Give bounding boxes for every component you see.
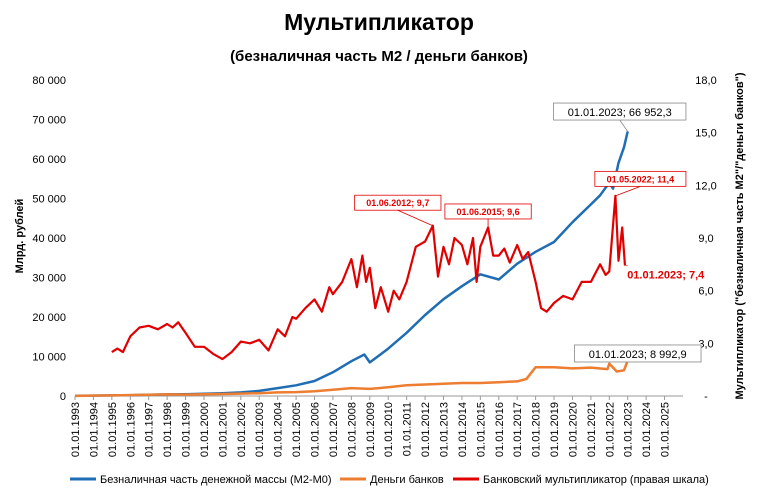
y2-tick-label: 15,0 xyxy=(695,128,716,140)
series-line-multiplier xyxy=(111,194,628,361)
x-tick-label: 01.01.1993 xyxy=(70,402,82,457)
chart-title: Мультипликатор xyxy=(284,9,474,35)
y-tick-label: 20 000 xyxy=(32,312,66,324)
x-tick-label: 01.01.1997 xyxy=(144,402,156,457)
legend-label: Деньги банков xyxy=(370,474,444,486)
x-tick-label: 01.01.1995 xyxy=(107,402,119,457)
x-tick-label: 01.01.2009 xyxy=(365,402,377,457)
x-tick-label: 01.01.2012 xyxy=(420,402,432,457)
x-tick-label: 01.01.2018 xyxy=(531,402,543,457)
x-tick-label: 01.01.2007 xyxy=(328,402,340,457)
y-tick-label: 80 000 xyxy=(32,75,66,87)
x-tick-label: 01.01.2005 xyxy=(291,402,303,457)
x-axis-ticks: 01.01.1993 01.01.1994 01.01.1995 01.01.1996… xyxy=(70,396,672,457)
x-tick-label: 01.01.2022 xyxy=(604,402,616,457)
annotation-label: 01.01.2023; 8 992,9 xyxy=(589,349,687,361)
x-tick-label: 01.01.1996 xyxy=(125,402,137,457)
series-layer xyxy=(74,131,629,398)
y2-tick-label: 6,0 xyxy=(698,286,713,298)
y-axis-label: Млрд. рублей xyxy=(14,199,26,274)
x-tick-label: 01.01.1994 xyxy=(88,402,100,457)
x-tick-label: 01.01.1998 xyxy=(162,402,174,457)
annotation-leader-line xyxy=(615,185,641,197)
annotation-label: 01.06.2015; 9,6 xyxy=(457,207,520,217)
annotation-layer: 01.01.2023; 66 952,3 01.01.2023; 8 992,9 0… xyxy=(354,102,718,363)
annotation-box xyxy=(594,170,687,187)
x-tick-label: 01.01.2024 xyxy=(641,402,653,457)
y-tick-label: 0 xyxy=(60,391,66,403)
y-tick-label: 30 000 xyxy=(32,273,66,285)
x-tick-label: 01.01.2000 xyxy=(199,402,211,457)
y2-tick-label: - xyxy=(704,391,708,403)
annotation-box xyxy=(553,102,687,121)
y-tick-label: 50 000 xyxy=(32,194,66,206)
annotation-box xyxy=(614,265,718,283)
annotation-box xyxy=(574,344,702,363)
y2-tick-label: 12,0 xyxy=(695,180,716,192)
x-tick-label: 01.01.2021 xyxy=(586,402,598,457)
x-tick-label: 01.01.2025 xyxy=(660,402,672,457)
x-tick-label: 01.01.2001 xyxy=(217,402,229,457)
y2-tick-label: 3,0 xyxy=(698,338,713,350)
x-tick-label: 01.01.2011 xyxy=(402,402,414,456)
y-tick-label: 60 000 xyxy=(32,154,66,166)
annotation-leader-line xyxy=(397,209,433,227)
annotation-label: 01.01.2023; 66 952,3 xyxy=(568,107,672,119)
y2-tick-label: 9,0 xyxy=(698,233,713,245)
y2-axis-ticks: - 3,0 6,0 9,0 12,0 15,0 18,0 xyxy=(695,75,716,403)
x-tick-label: 01.01.2016 xyxy=(494,402,506,457)
annotation-label: 01.01.2023; 7,4 xyxy=(627,270,705,282)
annotation-leader-line xyxy=(619,119,629,132)
x-tick-label: 01.01.2006 xyxy=(310,402,322,457)
x-tick-label: 01.01.2019 xyxy=(549,402,561,457)
annotation-box xyxy=(444,203,532,220)
y-tick-label: 40 000 xyxy=(32,233,66,245)
legend: Безналичная часть денежной массы (М2-М0)… xyxy=(70,474,709,486)
x-tick-label: 01.01.1999 xyxy=(181,402,193,457)
x-tick-label: 01.01.2002 xyxy=(236,402,248,457)
x-tick-label: 01.01.2008 xyxy=(346,402,358,457)
x-tick-label: 01.01.2017 xyxy=(512,402,524,457)
x-tick-label: 01.01.2014 xyxy=(457,402,469,457)
annotation-box xyxy=(354,194,442,211)
y-tick-label: 70 000 xyxy=(32,115,66,127)
x-tick-label: 01.01.2013 xyxy=(438,402,450,457)
y-axis-ticks: 0 10 000 20 000 30 000 40 000 50 000 60 000 70 … xyxy=(32,75,66,403)
x-tick-label: 01.01.2003 xyxy=(254,402,266,457)
x-tick-label: 01.01.2004 xyxy=(273,402,285,457)
y-tick-label: 10 000 xyxy=(32,352,66,364)
series-line-bank-money xyxy=(74,360,629,398)
annotation-label: 01.05.2022; 11,4 xyxy=(607,174,675,184)
y2-tick-label: 18,0 xyxy=(695,75,716,87)
chart-subtitle: (безналичная часть М2 / деньги банков) xyxy=(230,48,528,65)
x-tick-label: 01.01.2010 xyxy=(383,402,395,457)
annotation-label: 01.06.2012; 9,7 xyxy=(366,198,429,208)
legend-label: Безналичная часть денежной массы (М2-М0) xyxy=(100,474,332,486)
y2-axis-label: Мультипликатор ("безналичная часть М2"/"… xyxy=(734,72,746,399)
x-tick-label: 01.01.2023 xyxy=(623,402,635,457)
legend-label: Банковский мультипликатор (правая шкала) xyxy=(483,474,709,486)
x-tick-label: 01.01.2020 xyxy=(567,402,579,457)
x-tick-label: 01.01.2015 xyxy=(475,402,487,457)
